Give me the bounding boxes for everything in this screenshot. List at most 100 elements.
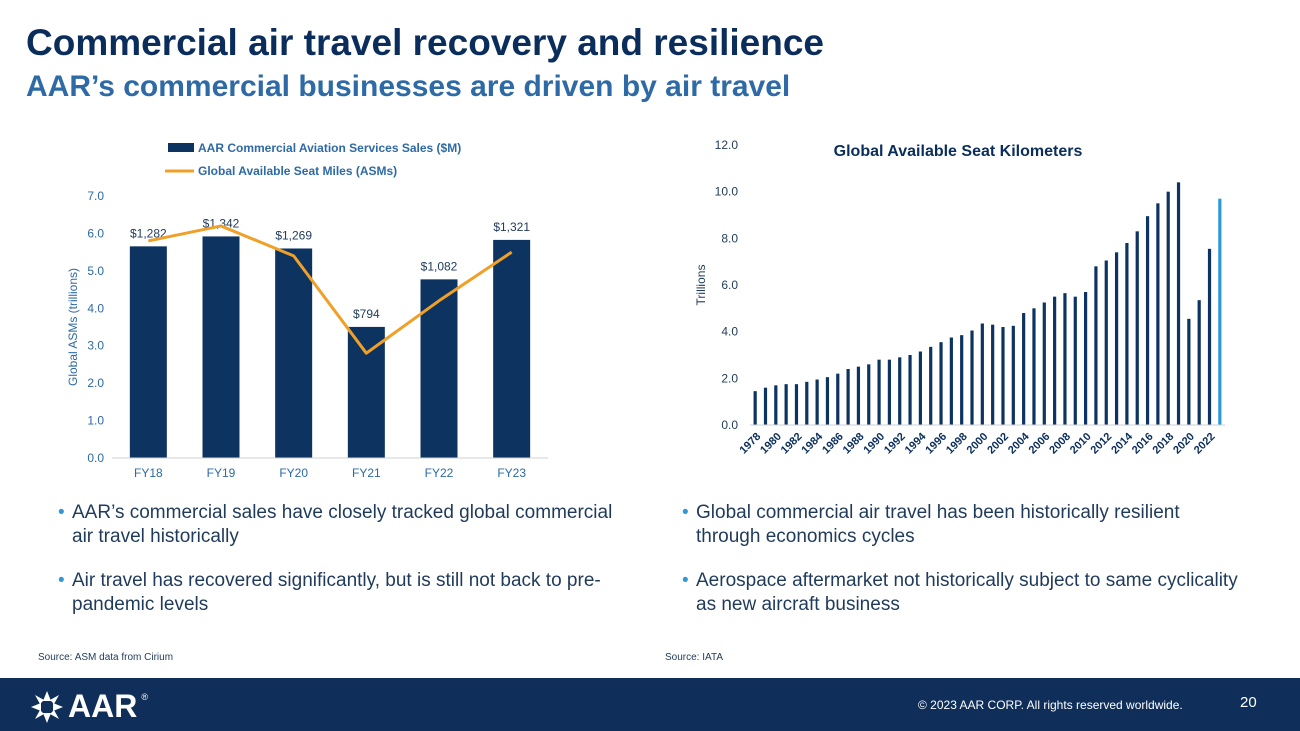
x-tick-label: FY21 [352, 466, 381, 480]
y-tick-label: 0.0 [721, 418, 738, 432]
aar-sales-vs-asm-chart: AAR Commercial Aviation Services Sales (… [66, 141, 548, 480]
ask-bar [918, 351, 922, 425]
x-tick-label: 2020 [1171, 431, 1197, 457]
x-tick-label: 2008 [1047, 431, 1073, 457]
ask-bar [825, 377, 830, 425]
ask-bar [1156, 203, 1160, 425]
y-tick-label: 4.0 [721, 325, 738, 339]
x-tick-label: 2018 [1151, 431, 1177, 457]
bullet-item: • Global commercial air travel has been h… [682, 502, 1180, 547]
bar-sales [129, 246, 167, 458]
ask-bar [1032, 308, 1036, 425]
ask-bar [960, 335, 964, 425]
ask-bar [898, 357, 902, 425]
y-tick-label: 2.0 [87, 376, 104, 390]
x-tick-label: 1996 [923, 431, 949, 457]
source-right: Source: IATA [665, 652, 723, 663]
bar-data-label: $1,082 [421, 259, 458, 273]
registered-mark: ® [141, 692, 148, 702]
x-tick-label: 1990 [861, 431, 887, 457]
bar-sales [420, 279, 458, 458]
ask-bar [877, 359, 881, 425]
bullet-item: • AAR’s commercial sales have closely tra… [58, 502, 613, 547]
bullet-dot-icon: • [58, 570, 65, 591]
copyright-text: © 2023 AAR CORP. All rights reserved wor… [918, 698, 1183, 712]
x-tick-label: 2010 [1068, 431, 1094, 457]
x-tick-label: FY23 [497, 466, 526, 480]
bar-sales [275, 248, 313, 458]
legend-bar-label: AAR Commercial Aviation Services Sales (… [198, 141, 461, 155]
bar-data-label: $794 [353, 307, 380, 321]
footer-bar: AAR ® © 2023 AAR CORP. All rights reserv… [0, 678, 1300, 731]
y-tick-label: 5.0 [87, 264, 104, 278]
ask-bar [1166, 191, 1170, 425]
logo-text: AAR [68, 688, 138, 724]
source-left: Source: ASM data from Cirium [38, 652, 174, 663]
ask-bar [1145, 216, 1150, 425]
y-axis-label: Trillions [694, 265, 708, 306]
x-tick-label: 1998 [944, 431, 970, 457]
ask-bar [784, 384, 788, 425]
bar-sales [347, 326, 385, 458]
x-tick-label: 2014 [1109, 430, 1135, 456]
ask-bar [867, 364, 871, 425]
bullet-item: • Air travel has recovered significantly,… [58, 570, 601, 615]
left-bullet-list: • AAR’s commercial sales have closely tra… [58, 501, 618, 637]
aar-star-icon [31, 690, 63, 723]
legend-line-label: Global Available Seat Miles (ASMs) [198, 164, 397, 178]
ask-bar [1073, 296, 1077, 425]
ask-bar [908, 355, 912, 425]
y-tick-label: 10.0 [715, 185, 739, 199]
x-tick-label: 2000 [965, 431, 991, 457]
ask-bar [1094, 266, 1098, 425]
ask-bar [1042, 302, 1046, 425]
ask-bar [1053, 296, 1057, 425]
bar-sales [493, 239, 531, 458]
ask-bar [1187, 318, 1191, 425]
bullet-dot-icon: • [682, 502, 689, 523]
ask-bar [1207, 248, 1212, 425]
ask-bar [805, 381, 809, 425]
x-tick-label: 1992 [882, 431, 908, 457]
ask-bar [991, 324, 995, 425]
ask-bar [774, 385, 778, 425]
ask-bar [753, 391, 757, 425]
x-tick-label: FY20 [279, 466, 308, 480]
bar-data-label: $1,321 [493, 220, 530, 234]
ask-bar [1176, 182, 1181, 425]
page-title: Commercial air travel recovery and resil… [26, 22, 824, 63]
bar-sales [202, 236, 240, 458]
ask-bar [856, 366, 861, 425]
ask-bar [1218, 198, 1222, 425]
ask-bar [1104, 260, 1108, 425]
chart-title: Global Available Seat Kilometers [834, 143, 1083, 160]
x-tick-label: 2006 [1027, 431, 1053, 457]
ask-bar [836, 373, 840, 425]
y-tick-label: 0.0 [87, 451, 104, 465]
ask-bar [1197, 300, 1201, 425]
x-tick-label: 2012 [1089, 431, 1115, 457]
ask-bar [794, 384, 799, 425]
x-tick-label: 1988 [841, 431, 867, 457]
y-tick-label: 4.0 [87, 301, 104, 315]
x-tick-label: FY18 [134, 466, 163, 480]
aar-logo: AAR ® [30, 688, 148, 725]
x-tick-label: 2016 [1130, 431, 1156, 457]
ask-bar [1022, 313, 1026, 425]
y-tick-label: 3.0 [87, 339, 104, 353]
ask-bar [1063, 293, 1067, 425]
x-tick-label: 1978 [737, 431, 763, 457]
y-tick-label: 12.0 [715, 138, 739, 152]
y-tick-label: 7.0 [87, 189, 104, 203]
y-tick-label: 2.0 [721, 371, 738, 385]
legend-bar-swatch [168, 143, 194, 152]
ask-bar [1001, 327, 1005, 425]
page-number: 20 [1240, 694, 1257, 711]
ask-bar [939, 342, 943, 425]
bullet-item: • Aerospace aftermarket not historically … [682, 570, 1238, 615]
y-axis-label: Global ASMs (trillions) [66, 268, 80, 386]
x-tick-label: FY19 [207, 466, 236, 480]
ask-bar [980, 323, 984, 425]
y-tick-label: 8.0 [721, 231, 738, 245]
ask-bar [970, 330, 974, 425]
